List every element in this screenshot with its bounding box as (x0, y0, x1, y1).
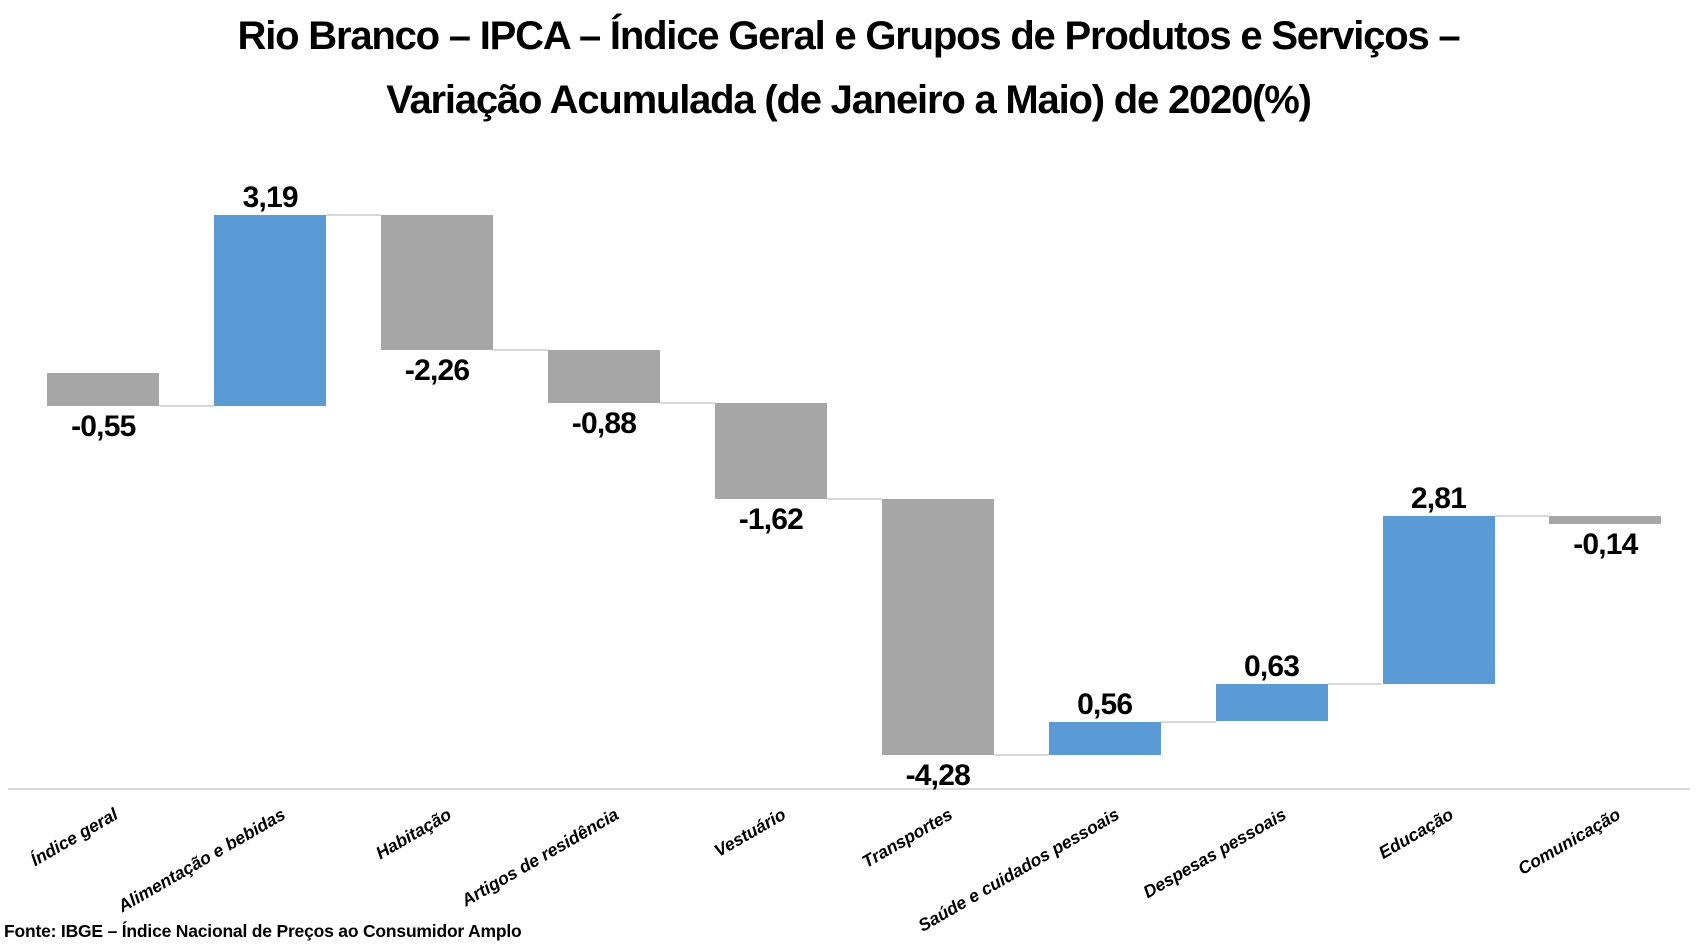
source-note: Fonte: IBGE – Índice Nacional de Preços … (4, 921, 522, 941)
value-label-vestuario: -1,62 (738, 503, 804, 537)
category-label-vestuario: Vestuário (710, 804, 789, 861)
bar-educacao (1382, 516, 1495, 684)
value-label-habitacao: -2,26 (404, 354, 470, 387)
value-label-alimentacao-e-bebidas: 3,19 (242, 181, 299, 214)
value-label-educacao: 2,81 (1410, 482, 1467, 516)
category-label-alimentacao-e-bebidas: Alimentação e bebidas (113, 804, 289, 917)
category-label-artigos-de-residencia: Artigos de residência (457, 804, 622, 911)
value-label-indice-geral: -0,55 (71, 409, 136, 443)
connector-line (826, 498, 882, 501)
bar-despesas-pessoais (1215, 683, 1328, 722)
bar-transportes (881, 499, 994, 755)
chart-title: Rio Branco – IPCA – Índice Geral e Grupo… (0, 4, 1697, 132)
category-label-educacao: Educação (1374, 804, 1457, 863)
connector-line (1327, 682, 1383, 685)
connector-line (1160, 720, 1216, 723)
bar-habitacao (381, 215, 494, 350)
bar-artigos-de-residencia (548, 350, 660, 403)
bar-comunicacao (1549, 516, 1662, 525)
category-label-despesas-pessoais: Despesas pessoais (1139, 804, 1290, 903)
value-label-artigos-de-residencia: -0,88 (571, 406, 637, 440)
category-label-comunicacao: Comunicação (1514, 804, 1624, 879)
value-label-comunicacao: -0,14 (1573, 528, 1638, 562)
connector-line (993, 754, 1049, 756)
category-label-indice-geral: Índice geral (27, 804, 122, 870)
chart-title-line-1: Rio Branco – IPCA – Índice Geral e Grupo… (237, 14, 1461, 58)
bar-saude-e-cuidados-pessoais (1048, 721, 1161, 755)
value-label-despesas-pessoais: 0,63 (1243, 649, 1300, 683)
bar-alimentacao-e-bebidas (214, 215, 327, 406)
connector-line (493, 349, 548, 351)
category-label-habitacao: Habitação (372, 804, 456, 864)
bar-vestuario (714, 402, 827, 500)
chart-title-line-2: Variação Acumulada (de Janeiro a Maio) d… (386, 78, 1312, 122)
connector-line (159, 404, 215, 407)
connector-line (1494, 515, 1550, 518)
bar-indice-geral (47, 372, 160, 406)
connector-line (326, 214, 382, 216)
value-label-transportes: -4,28 (905, 759, 971, 792)
value-label-saude-e-cuidados-pessoais: 0,56 (1077, 687, 1133, 721)
x-axis-line (8, 788, 1690, 790)
connector-line (660, 401, 715, 404)
category-label-transportes: Transportes (858, 804, 956, 872)
